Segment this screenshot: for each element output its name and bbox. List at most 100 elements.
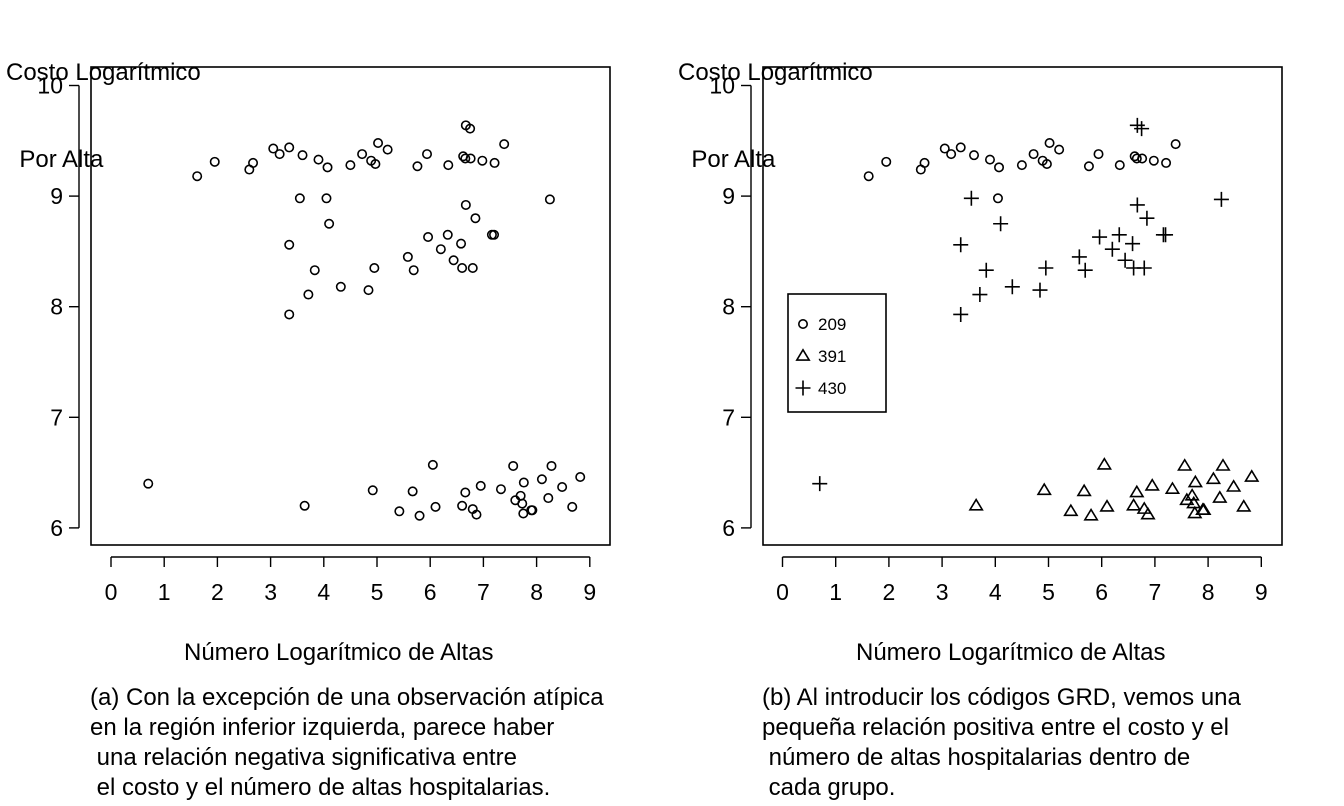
plot-frame [90, 66, 611, 546]
data-point [992, 193, 1003, 204]
data-point [518, 508, 529, 519]
data-point [470, 213, 481, 224]
data-point [1096, 457, 1112, 470]
data-point [953, 306, 969, 322]
data-point [517, 498, 528, 509]
x-tick-label: 4 [317, 579, 330, 605]
data-point [972, 287, 988, 303]
data-point [984, 154, 995, 165]
x-tick-label: 7 [477, 579, 490, 605]
data-point [402, 251, 413, 262]
data-point [209, 156, 220, 167]
caption-b-line: (b) Al introducir los códigos GRD, vemos… [762, 684, 1241, 711]
caption-b-line: número de altas hospitalarias dentro de [762, 744, 1191, 771]
x-tick-label: 6 [1095, 579, 1108, 605]
data-point [1093, 149, 1104, 160]
data-point [1083, 507, 1099, 521]
data-point [955, 142, 966, 153]
data-point [812, 476, 828, 492]
data-point [1028, 149, 1039, 160]
data-point [544, 194, 555, 205]
data-point [1041, 159, 1052, 170]
data-point [863, 171, 874, 182]
data-point [527, 505, 538, 516]
data-point [1196, 502, 1212, 516]
data-point [345, 160, 356, 171]
data-point [1129, 197, 1145, 213]
data-point [370, 159, 381, 170]
data-point [1137, 153, 1148, 164]
caption-a: (a) Con la excepción de una observación … [90, 683, 604, 803]
x-tick-label: 3 [264, 579, 277, 605]
data-point [284, 239, 295, 250]
data-point [1148, 155, 1159, 166]
data-point [1077, 262, 1093, 278]
data-point [1117, 252, 1133, 268]
y-tick-label: 8 [722, 294, 735, 320]
data-point [412, 161, 423, 172]
data-point [299, 500, 310, 511]
data-point [1004, 279, 1020, 295]
caption-a-line: una relación negativa significativa entr… [90, 744, 517, 771]
y-axis-label-b-line1: Costo Logarítmico [678, 59, 873, 86]
x-tick-label: 9 [1255, 579, 1268, 605]
data-point [1140, 506, 1156, 520]
data-point [1161, 157, 1172, 168]
x-tick-label: 0 [776, 579, 789, 605]
data-point [1187, 474, 1203, 488]
data-point [303, 289, 314, 300]
data-point [546, 460, 557, 471]
series-a [143, 120, 586, 521]
caption-b: (b) Al introducir los códigos GRD, vemos… [762, 683, 1241, 803]
data-point [1136, 260, 1152, 276]
data-point [284, 309, 295, 320]
x-tick-label: 1 [829, 579, 842, 605]
series-391 [968, 457, 1260, 521]
data-point [567, 501, 578, 512]
data-point [543, 493, 554, 504]
data-point [993, 216, 1009, 232]
data-point [475, 480, 486, 491]
data-point [457, 262, 468, 273]
data-point [1125, 236, 1141, 252]
data-point [1104, 241, 1120, 257]
data-point [1016, 160, 1027, 171]
x-tick-label: 2 [211, 579, 224, 605]
data-point [1236, 499, 1252, 512]
data-point [435, 244, 446, 255]
data-point [1071, 249, 1087, 265]
legend-label: 391 [818, 347, 846, 366]
y-tick-label: 9 [50, 183, 63, 209]
data-point [373, 138, 384, 149]
data-point [192, 171, 203, 182]
data-point [442, 229, 453, 240]
data-point [1139, 210, 1155, 226]
data-point [297, 150, 308, 161]
caption-a-line: (a) Con la excepción de una observación … [90, 684, 604, 711]
data-point [309, 265, 320, 276]
data-point [1215, 458, 1231, 471]
data-point [460, 199, 471, 210]
data-point [495, 484, 506, 495]
y-tick-label: 10 [709, 73, 735, 99]
data-point [1092, 229, 1108, 245]
data-point [994, 162, 1005, 173]
legend-label: 430 [818, 379, 846, 398]
data-point [448, 255, 459, 266]
x-tick-label: 8 [530, 579, 543, 605]
y-tick-label: 8 [50, 294, 63, 320]
data-point [457, 500, 468, 511]
data-point [1244, 469, 1260, 482]
data-point [414, 510, 425, 521]
data-point [456, 238, 467, 249]
plot-panel-a: 0 1 2 3 4 5 6 7 8 9 6 7 8 9 10 [37, 66, 611, 605]
data-point [1044, 138, 1055, 149]
plot-frame [762, 66, 1283, 546]
x-tick-label: 8 [1202, 579, 1215, 605]
data-point [1036, 482, 1052, 496]
legend-marker [797, 318, 808, 329]
data-point [369, 262, 380, 273]
x-tick-label: 5 [371, 579, 384, 605]
data-point [1158, 227, 1174, 243]
